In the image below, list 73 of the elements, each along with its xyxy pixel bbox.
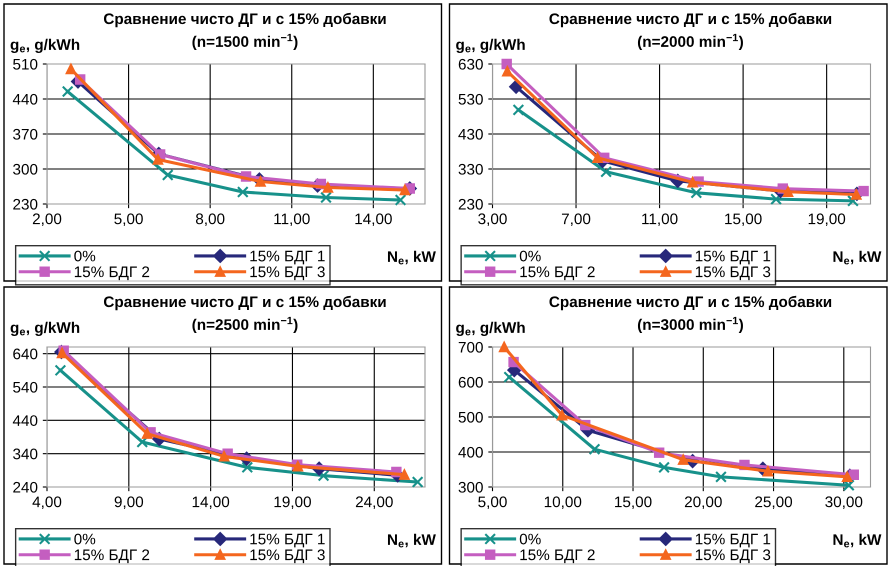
x-tick-label: 24,00 [356, 496, 393, 510]
legend-label: 0% [74, 250, 96, 262]
y-tick-label: 330 [458, 164, 483, 175]
legend-label: 15% БДГ 2 [520, 549, 595, 564]
x-tick-label: 10,00 [544, 496, 582, 510]
y-tick-label: 230 [13, 198, 38, 210]
x-tick-label: 19,00 [808, 213, 846, 226]
chart-subtitle: (n=2500 min$^{−1}$) [192, 316, 298, 334]
y-tick-label: 700 [458, 342, 483, 353]
x-axis-title: N$_{e}$, kW [388, 250, 436, 264]
x-tick-label: 19,00 [274, 496, 311, 510]
chart-title: Сравнение чисто ДГ и с 15% добавки [549, 12, 832, 28]
x-tick-label: 5,00 [478, 496, 507, 510]
x-tick-label: 2,00 [32, 213, 62, 226]
y-tick-label: 530 [458, 94, 483, 105]
y-tick-label: 600 [458, 376, 483, 388]
x-tick-label: 25,00 [755, 496, 792, 510]
y-axis-title: g$_{e}$, g/kWh [10, 38, 80, 54]
y-axis-title: g$_{e}$, g/kWh [456, 322, 525, 336]
y-axis-title: g$_{e}$, g/kWh [10, 322, 80, 336]
chart-title: Сравнение чисто ДГ и с 15% добавки [549, 296, 832, 310]
x-tick-label: 15,00 [615, 496, 652, 510]
y-tick-label: 300 [13, 164, 38, 175]
y-tick-label: 240 [13, 482, 38, 493]
x-tick-label: 15,00 [725, 213, 762, 226]
legend-label: 15% БДГ 1 [696, 250, 770, 264]
y-tick-label: 640 [13, 348, 38, 360]
x-tick-label: 8,00 [196, 213, 224, 226]
y-axis-title: g$_{e}$, g/kWh [456, 38, 525, 54]
x-tick-label: 7,00 [562, 213, 590, 226]
x-tick-label: 14,00 [355, 213, 392, 226]
y-tick-label: 440 [12, 415, 38, 426]
legend-label: 15% БДГ 3 [250, 266, 325, 280]
legend-label: 15% БДГ 2 [520, 266, 595, 280]
x-tick-label: 3,00 [478, 213, 507, 226]
y-tick-label: 540 [13, 382, 38, 393]
legend-label: 15% БДГ 3 [696, 266, 770, 280]
x-axis-title: N$_{e}$, kW [388, 534, 436, 548]
x-tick-label: 4,00 [32, 496, 62, 510]
x-tick-label: 30,00 [825, 496, 862, 510]
y-tick-label: 300 [458, 482, 483, 493]
y-tick-label: 630 [458, 58, 483, 70]
legend-label: 15% БДГ 1 [250, 250, 325, 264]
x-axis-title: N$_{e}$, kW [833, 250, 882, 264]
chart-subtitle: (n=3000 min$^{−1}$) [638, 316, 743, 334]
legend-label: 15% БДГ 1 [696, 534, 770, 548]
legend-label: 0% [520, 250, 541, 262]
legend-label: 15% БДГ 2 [74, 549, 150, 564]
chart-subtitle: (n=2000 min$^{−1}$) [638, 34, 743, 50]
legend-label: 15% БДГ 1 [250, 534, 325, 548]
legend-label: 15% БДГ 3 [250, 549, 325, 564]
y-tick-label: 440 [12, 94, 38, 105]
chart-title: Сравнение чисто ДГ и с 15% добавки [104, 296, 386, 310]
y-tick-label: 340 [13, 448, 38, 460]
x-tick-label: 11,00 [642, 213, 678, 226]
legend-label: 0% [74, 534, 96, 544]
y-tick-label: 430 [458, 128, 483, 140]
chart-title: Сравнение чисто ДГ и с 15% добавки [104, 12, 386, 28]
x-tick-label: 14,00 [192, 496, 230, 510]
y-tick-label: 510 [13, 58, 38, 70]
legend-label: 15% БДГ 2 [74, 266, 150, 280]
y-tick-label: 500 [458, 412, 483, 423]
legend-label: 0% [520, 534, 541, 544]
legend-label: 15% БДГ 3 [696, 549, 770, 564]
y-tick-label: 230 [458, 198, 483, 210]
y-tick-label: 400 [458, 446, 483, 458]
x-tick-label: 20,00 [684, 496, 722, 510]
chart-subtitle: (n=1500 min$^{−1}$) [192, 34, 298, 50]
x-tick-label: 9,00 [114, 496, 144, 510]
x-tick-label: 11,00 [274, 213, 310, 226]
x-axis-title: N$_{e}$, kW [833, 534, 882, 548]
y-tick-label: 370 [13, 128, 38, 140]
x-tick-label: 5,00 [114, 213, 143, 226]
